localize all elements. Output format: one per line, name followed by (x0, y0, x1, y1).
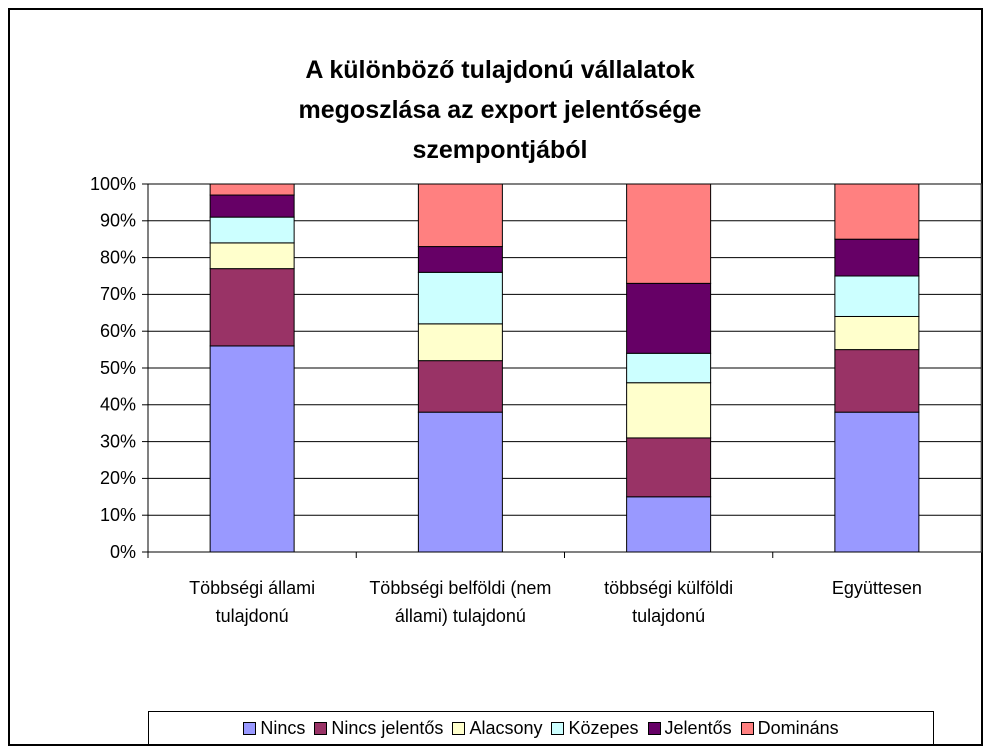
legend-item: Domináns (740, 717, 839, 739)
legend-label: Nincs jelentős (331, 717, 444, 738)
bar-segment (626, 352, 712, 384)
bar-segment (209, 183, 295, 196)
bar-segment (834, 183, 920, 240)
legend-item: Jelentős (647, 717, 732, 739)
bar-segment (626, 437, 712, 498)
legend-label: Jelentős (664, 717, 732, 738)
legend-item: Alacsony (452, 718, 542, 739)
bar-segment (209, 268, 295, 347)
bar-segment (834, 275, 920, 317)
y-tick-label: 20% (100, 468, 136, 488)
x-tick-label: Többségi belföldi (nem állami) tulajdonú (369, 578, 552, 626)
bar-segment (626, 496, 712, 553)
y-tick-label: 60% (100, 321, 136, 341)
legend-label: Alacsony (469, 717, 543, 738)
bar-segment (417, 246, 503, 273)
legend-swatch (243, 721, 257, 735)
legend-label: Közepes (568, 717, 639, 738)
bar-segment (417, 360, 503, 413)
legend-item: Nincs jelentős (314, 718, 443, 739)
bar-segment (417, 323, 503, 362)
x-tick-label: Többségi állami tulajdonú (189, 578, 316, 626)
legend-swatch (314, 721, 328, 735)
x-tick-label: Együttesen (831, 578, 922, 598)
y-tick-label: 30% (100, 431, 136, 451)
bar-segment (209, 345, 295, 553)
legend-swatch (452, 721, 466, 735)
bar-segment (209, 194, 295, 218)
bar-segment (834, 238, 920, 277)
legend-item: Közepes (551, 717, 639, 739)
y-tick-label: 50% (100, 358, 136, 378)
x-tick-label: többségi külföldi tulajdonú (604, 578, 734, 626)
bar-segment (834, 349, 920, 413)
legend-swatch (740, 721, 754, 735)
bar-segment (417, 411, 503, 553)
y-tick-label: 0% (110, 542, 136, 562)
y-tick-label: 100% (90, 174, 136, 194)
legend: Nincs Nincs jelentős Alacsony Közepes Jelent… (148, 711, 934, 745)
bar-segment (209, 216, 295, 244)
y-tick-label: 70% (100, 284, 136, 304)
legend-swatch (551, 721, 565, 735)
legend-swatch (647, 721, 661, 735)
legend-label: Nincs (260, 717, 306, 738)
bar-segment (626, 282, 712, 354)
y-tick-label: 10% (100, 505, 136, 525)
legend-label: Domináns (757, 717, 839, 738)
bar-segment (834, 315, 920, 351)
bar-segment (209, 242, 295, 270)
bar-segment (417, 271, 503, 325)
legend-item: Nincs (243, 718, 305, 739)
bar-segment (626, 382, 712, 439)
bar-segment (626, 183, 712, 284)
y-tick-label: 40% (100, 395, 136, 415)
bar-segment (417, 183, 503, 248)
y-tick-label: 80% (100, 247, 136, 267)
y-tick-label: 90% (100, 211, 136, 231)
bar-segment (834, 411, 920, 553)
chart-title: A különböző tulajdonú vállalatok megoszl… (298, 56, 702, 164)
